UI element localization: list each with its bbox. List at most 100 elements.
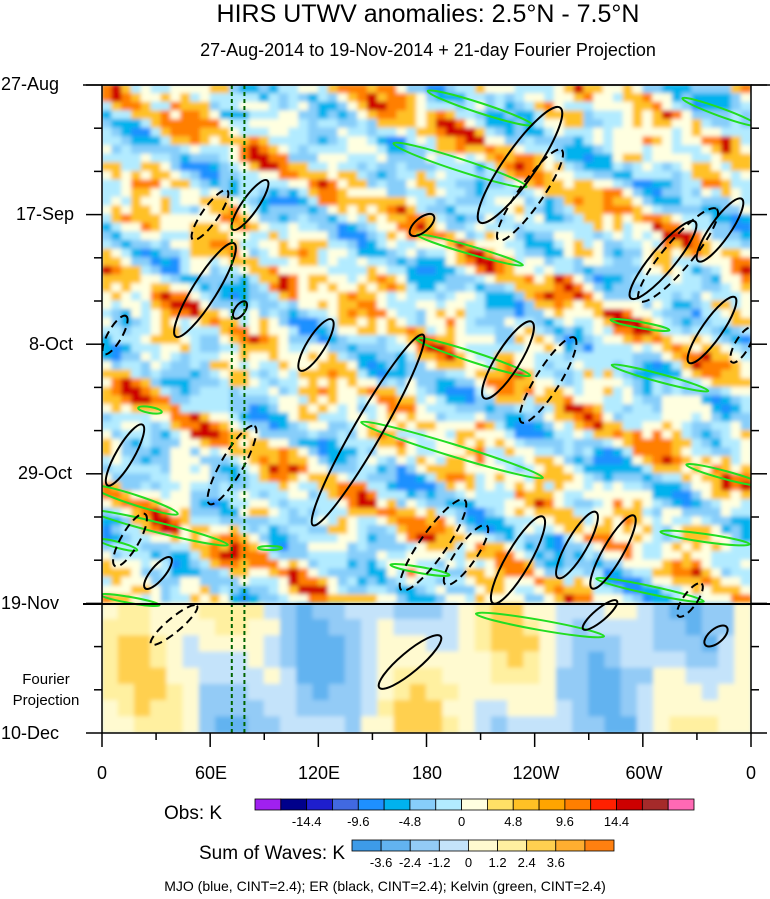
obs-cell [288, 326, 300, 337]
obs-cell [573, 386, 585, 398]
obs-cell [612, 412, 625, 423]
obs-cell [652, 309, 664, 320]
obs-cell [534, 490, 546, 501]
obs-cell [553, 127, 566, 138]
projection-cell [182, 700, 201, 718]
obs-cell [357, 127, 369, 138]
obs-colorbar-label: 14.4 [604, 814, 629, 829]
obs-cell [150, 85, 162, 95]
obs-cell [514, 162, 526, 173]
projection-cell [198, 602, 217, 621]
obs-cell [494, 490, 507, 501]
obs-cell [632, 386, 644, 398]
obs-cell [357, 257, 369, 268]
axis-ticks [86, 84, 767, 747]
projection-cell [117, 700, 136, 718]
obs-cell [160, 369, 172, 380]
obs-cell [455, 127, 467, 138]
obs-cell [593, 378, 605, 389]
kelvin-contour [474, 611, 606, 639]
obs-cell [298, 395, 310, 406]
obs-cell [691, 110, 703, 121]
obs-cell [140, 300, 153, 311]
obs-cell [258, 447, 271, 458]
obs-cell [180, 222, 192, 233]
obs-cell [632, 309, 644, 320]
obs-cell [544, 300, 556, 311]
obs-cell [278, 317, 290, 328]
obs-cell [612, 196, 625, 207]
projection-cell [458, 683, 477, 702]
obs-cell [721, 542, 733, 553]
obs-cell [504, 335, 516, 346]
obs-cell [376, 317, 389, 328]
obs-cell [219, 196, 231, 207]
obs-cell [730, 136, 743, 147]
obs-cell [170, 179, 182, 190]
obs-cell [102, 162, 113, 173]
obs-cell [268, 585, 280, 596]
projection-cell [701, 700, 720, 718]
obs-cell [229, 214, 241, 225]
obs-cell [563, 490, 575, 501]
projection-cell [361, 651, 379, 670]
obs-cell [357, 317, 369, 328]
obs-cell [170, 300, 182, 311]
obs-cell [337, 447, 349, 458]
obs-cell [406, 179, 418, 190]
obs-cell [494, 326, 507, 337]
obs-cell [102, 551, 113, 562]
obs-cell [327, 222, 339, 233]
obs-cell [406, 456, 418, 467]
obs-cell [632, 542, 644, 553]
obs-cell [563, 542, 575, 553]
obs-cell [652, 179, 664, 190]
obs-cell [376, 568, 389, 579]
projection-cell [344, 602, 363, 621]
obs-cell [632, 127, 644, 138]
obs-cell [485, 317, 497, 328]
obs-cell [534, 162, 546, 173]
obs-cell [278, 274, 290, 285]
obs-cell [396, 490, 408, 501]
obs-cell [730, 110, 743, 121]
obs-cell [180, 490, 192, 501]
obs-cell [504, 464, 516, 475]
obs-cell [563, 447, 575, 458]
obs-cell [298, 300, 310, 311]
obs-cell [376, 533, 389, 544]
obs-cell [730, 438, 743, 449]
projection-cell [312, 602, 331, 621]
obs-cell [180, 559, 192, 570]
obs-cell [278, 153, 290, 164]
obs-cell [691, 257, 703, 268]
obs-cell [219, 404, 231, 415]
obs-cell [622, 369, 634, 380]
obs-cell [563, 378, 575, 389]
obs-cell [298, 101, 310, 112]
obs-cell [327, 456, 339, 467]
projection-cell [734, 683, 751, 702]
obs-cell [612, 326, 625, 337]
obs-cell [357, 352, 369, 363]
obs-cell [180, 170, 192, 182]
obs-cell [740, 93, 751, 104]
obs-cell [386, 481, 398, 493]
obs-cell [426, 93, 438, 104]
projection-cell [458, 716, 477, 733]
obs-cell [721, 568, 733, 579]
obs-cell [553, 153, 566, 164]
obs-cell [121, 179, 133, 190]
obs-cell [504, 205, 516, 216]
obs-cell [140, 205, 153, 216]
obs-cell [111, 568, 123, 579]
obs-cell [298, 499, 310, 510]
obs-cell [475, 291, 487, 302]
obs-cell [121, 162, 133, 173]
obs-cell [278, 404, 290, 415]
obs-cell [662, 533, 674, 544]
obs-cell [180, 231, 192, 242]
obs-cell [160, 85, 172, 95]
obs-cell [209, 421, 221, 432]
obs-cell [465, 507, 477, 518]
